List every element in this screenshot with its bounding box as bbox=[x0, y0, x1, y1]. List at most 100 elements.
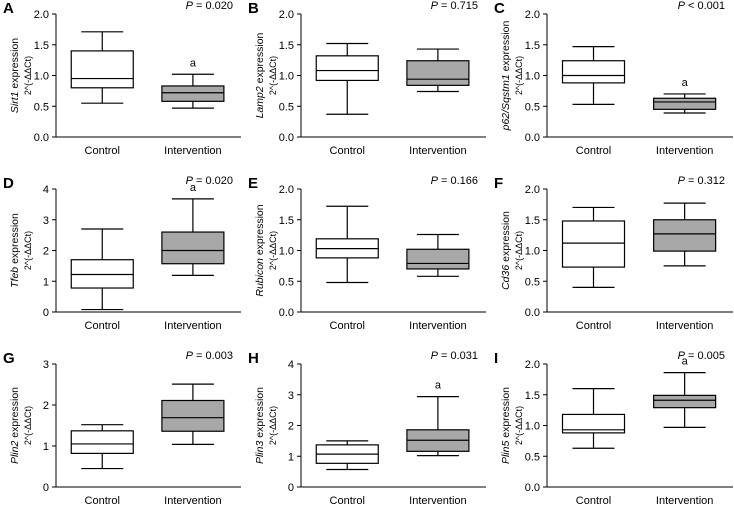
y-axis-label-unit: 2^(-ΔΔCt) bbox=[23, 231, 33, 270]
significance-mark: a bbox=[435, 380, 442, 392]
x-category-label: Control bbox=[330, 495, 365, 507]
iqr-box bbox=[561, 220, 626, 268]
p-value: P = 0.312 bbox=[678, 175, 725, 187]
x-category-label: Control bbox=[85, 320, 120, 332]
p-value: P < 0.001 bbox=[678, 0, 725, 12]
x-category-label: Intervention bbox=[656, 145, 713, 157]
y-tick-label: 1.5 bbox=[279, 40, 294, 52]
box-intervention bbox=[653, 202, 717, 267]
y-axis-label: Lamp2 expression bbox=[254, 32, 266, 118]
y-tick-label: 2.0 bbox=[525, 184, 540, 196]
panel-g: G 0 1 2 3 Plin2 expression 2^(-ΔΔCt) P = 0.003 C… bbox=[3, 350, 241, 507]
p-value-symbol: P bbox=[186, 0, 194, 12]
iqr-box bbox=[315, 55, 379, 82]
y-axis-label-suffix: expression bbox=[254, 387, 266, 441]
y-tick-label: 0 bbox=[288, 482, 294, 494]
y-axis-label-unit: 2^(-ΔΔCt) bbox=[23, 56, 33, 95]
y-tick-label: 0.0 bbox=[525, 132, 540, 144]
y-axis-label: p62/Sqstm1 expression bbox=[500, 20, 512, 131]
box-control bbox=[315, 205, 379, 284]
y-tick-label: 0 bbox=[43, 482, 49, 494]
box-intervention: a bbox=[161, 57, 225, 109]
box-control bbox=[561, 45, 626, 106]
panel-a: A 0.0 0.5 1.0 1.5 2.0 Sirt1 expression 2^(-ΔΔCt… bbox=[3, 0, 241, 157]
box-control bbox=[70, 424, 134, 470]
p-value: P = 0.003 bbox=[186, 350, 233, 362]
y-tick-label: 1.5 bbox=[34, 40, 49, 52]
y-tick-label: 0.0 bbox=[525, 482, 540, 494]
panel-letter-c: C bbox=[494, 0, 505, 17]
p-value-text: = 0.020 bbox=[193, 175, 233, 187]
p-value: P = 0.005 bbox=[678, 350, 725, 362]
significance-mark: a bbox=[190, 182, 197, 194]
panel-h: H 0 1 2 3 4 Plin3 expression 2^(-ΔΔCt) P = 0.031… bbox=[248, 350, 486, 507]
y-tick-label: 3 bbox=[288, 390, 294, 402]
y-tick-label: 0.0 bbox=[34, 132, 49, 144]
x-category-label: Intervention bbox=[164, 145, 221, 157]
panel-i: I 0.0 0.5 1.0 1.5 2.0 Plin5 expression 2^(-ΔΔCt… bbox=[494, 350, 733, 507]
p-value-symbol: P bbox=[678, 175, 686, 187]
y-tick-label: 2.0 bbox=[279, 184, 294, 196]
p-value-text: < 0.001 bbox=[685, 0, 725, 12]
y-tick-label: 3 bbox=[43, 359, 49, 371]
y-tick-label: 1.5 bbox=[525, 40, 540, 52]
box-intervention bbox=[161, 383, 225, 445]
y-axis-label-gene: Cd36 bbox=[500, 265, 512, 290]
y-axis-label-unit: 2^(-ΔΔCt) bbox=[268, 406, 278, 445]
y-axis-label-gene: Rubicon bbox=[254, 258, 266, 297]
y-axis-label-suffix: expression bbox=[500, 211, 512, 265]
iqr-box bbox=[70, 50, 134, 89]
y-axis-label-unit: 2^(-ΔΔCt) bbox=[23, 406, 33, 445]
significance-mark: a bbox=[190, 57, 197, 69]
panel-b: B 0.0 0.5 1.0 1.5 2.0 Lamp2 expression 2^(-ΔΔCt… bbox=[248, 0, 486, 157]
significance-mark: a bbox=[682, 77, 689, 89]
x-category-label: Intervention bbox=[409, 495, 466, 507]
y-tick-label: 4 bbox=[43, 184, 49, 196]
y-axis-label-unit: 2^(-ΔΔCt) bbox=[514, 56, 524, 95]
panel-e: E 0.0 0.5 1.0 1.5 2.0 Rubicon expression 2^(-ΔΔ… bbox=[248, 175, 486, 332]
iqr-box bbox=[653, 97, 717, 110]
p-value-symbol: P bbox=[186, 175, 194, 187]
x-category-label: Control bbox=[85, 145, 120, 157]
y-tick-label: 0.5 bbox=[525, 101, 540, 113]
y-axis-label-gene: Plin5 bbox=[500, 441, 512, 465]
y-axis-label-unit: 2^(-ΔΔCt) bbox=[514, 231, 524, 270]
box-control bbox=[561, 388, 626, 449]
y-axis-label: Plin5 expression bbox=[500, 387, 512, 464]
y-axis-label-unit: 2^(-ΔΔCt) bbox=[268, 56, 278, 95]
p-value: P = 0.031 bbox=[431, 350, 478, 362]
box-intervention: a bbox=[653, 356, 717, 428]
iqr-box bbox=[561, 413, 626, 434]
significance-mark: a bbox=[682, 356, 689, 368]
y-axis-label-unit: 2^(-ΔΔCt) bbox=[514, 406, 524, 445]
y-axis-label-suffix: expression bbox=[254, 32, 266, 86]
p-value-symbol: P bbox=[431, 0, 439, 12]
y-tick-label: 0.5 bbox=[525, 276, 540, 288]
y-tick-label: 2.0 bbox=[34, 9, 49, 21]
panel-letter-b: B bbox=[248, 0, 259, 17]
x-category-label: Control bbox=[576, 320, 611, 332]
panel-letter-a: A bbox=[3, 0, 14, 17]
panel-letter-g: G bbox=[3, 350, 15, 367]
y-tick-label: 2 bbox=[43, 400, 49, 412]
iqr-box bbox=[70, 430, 134, 454]
y-axis-label: Plin3 expression bbox=[254, 387, 266, 464]
iqr-box bbox=[406, 248, 470, 270]
panel-f: F 0.0 0.5 1.0 1.5 2.0 Cd36 expression 2^(-ΔΔCt)… bbox=[494, 175, 733, 332]
panel-d: D 0 1 2 3 4 Tfeb expression 2^(-ΔΔCt) P = 0.020 C… bbox=[3, 175, 241, 332]
panel-letter-i: I bbox=[494, 350, 498, 367]
y-tick-label: 1.0 bbox=[34, 71, 49, 83]
y-tick-label: 1.5 bbox=[525, 215, 540, 227]
y-tick-label: 1.0 bbox=[279, 71, 294, 83]
y-tick-label: 1.5 bbox=[525, 390, 540, 402]
box-control bbox=[70, 31, 134, 104]
p-value: P = 0.715 bbox=[431, 0, 478, 12]
iqr-box bbox=[653, 394, 717, 409]
y-tick-label: 2 bbox=[288, 421, 294, 433]
x-category-label: Intervention bbox=[656, 320, 713, 332]
iqr-box bbox=[161, 231, 225, 265]
y-tick-label: 0.5 bbox=[279, 276, 294, 288]
x-category-label: Control bbox=[330, 320, 365, 332]
y-axis-label-gene: Sirt1 bbox=[9, 92, 21, 114]
y-tick-label: 0.0 bbox=[525, 307, 540, 319]
